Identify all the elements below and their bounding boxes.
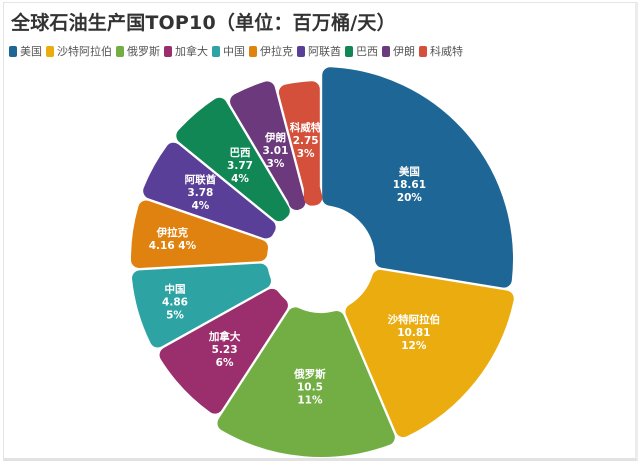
legend-label: 科威特 (430, 45, 463, 58)
slice-3[interactable] (159, 288, 288, 414)
legend: 美国 沙特阿拉伯 俄罗斯 加拿大 中国 伊拉克 阿联酋 巴西 伊朗 科威特 (9, 43, 467, 59)
legend-item[interactable]: 中国 (212, 43, 245, 59)
legend-label: 伊朗 (393, 45, 415, 58)
legend-item[interactable]: 俄罗斯 (116, 43, 160, 59)
legend-label: 阿联酋 (308, 45, 341, 58)
slice-label: 巴西 3.77 4% (227, 147, 253, 185)
slice-label: 伊朗 3.01 3% (263, 131, 289, 170)
slice-6[interactable] (143, 142, 276, 239)
slice-label: 中国 4.86 5% (162, 282, 188, 321)
legend-swatch-icon (345, 45, 353, 57)
slice-2[interactable] (217, 307, 395, 457)
slice-5[interactable] (131, 200, 269, 268)
legend-label: 巴西 (356, 45, 378, 58)
labels-group: 美国 18.61 20% 沙特阿拉伯 10.81 12% 俄罗斯 10.5 11% 加拿大 5.23… (149, 121, 440, 407)
slice-4[interactable] (132, 263, 271, 348)
slice-label: 沙特阿拉伯 10.81 12% (388, 313, 441, 352)
slices-group (131, 67, 514, 457)
legend-swatch-icon (382, 45, 390, 57)
legend-label: 中国 (223, 45, 245, 58)
legend-swatch-icon (212, 45, 220, 57)
slice-label: 科威特 2.75 3% (290, 121, 322, 160)
legend-item[interactable]: 巴西 (345, 43, 378, 59)
legend-label: 俄罗斯 (127, 45, 160, 58)
slice-label: 俄罗斯 10.5 11% (293, 368, 326, 407)
legend-swatch-icon (249, 45, 257, 57)
legend-swatch-icon (116, 45, 124, 57)
slice-0[interactable] (322, 67, 513, 288)
legend-item[interactable]: 美国 (9, 43, 42, 59)
legend-item[interactable]: 加拿大 (164, 43, 208, 59)
chart-title: 全球石油生产国TOP10（单位：百万桶/天） (11, 12, 396, 34)
legend-swatch-icon (419, 45, 427, 57)
legend-swatch-icon (297, 45, 305, 57)
legend-item[interactable]: 阿联酋 (297, 43, 341, 59)
legend-label: 加拿大 (175, 45, 208, 58)
slice-9[interactable] (278, 81, 323, 206)
legend-swatch-icon (9, 45, 17, 57)
slice-label: 阿联酋 3.78 4% (185, 173, 217, 212)
legend-item[interactable]: 科威特 (419, 43, 463, 59)
legend-label: 伊拉克 (260, 45, 293, 58)
slice-label: 加拿大 5.23 6% (208, 330, 241, 369)
slice-1[interactable] (345, 269, 514, 438)
slice-label: 美国 18.61 20% (393, 165, 426, 204)
legend-swatch-icon (164, 45, 172, 57)
legend-swatch-icon (46, 45, 54, 57)
legend-item[interactable]: 沙特阿拉伯 (46, 43, 112, 59)
legend-label: 美国 (20, 45, 42, 58)
slice-7[interactable] (176, 97, 290, 222)
slice-8[interactable] (230, 81, 306, 211)
legend-item[interactable]: 伊拉克 (249, 43, 293, 59)
slice-label: 伊拉克 4.16 4% (149, 226, 197, 252)
legend-label: 沙特阿拉伯 (57, 45, 112, 58)
legend-item[interactable]: 伊朗 (382, 43, 415, 59)
